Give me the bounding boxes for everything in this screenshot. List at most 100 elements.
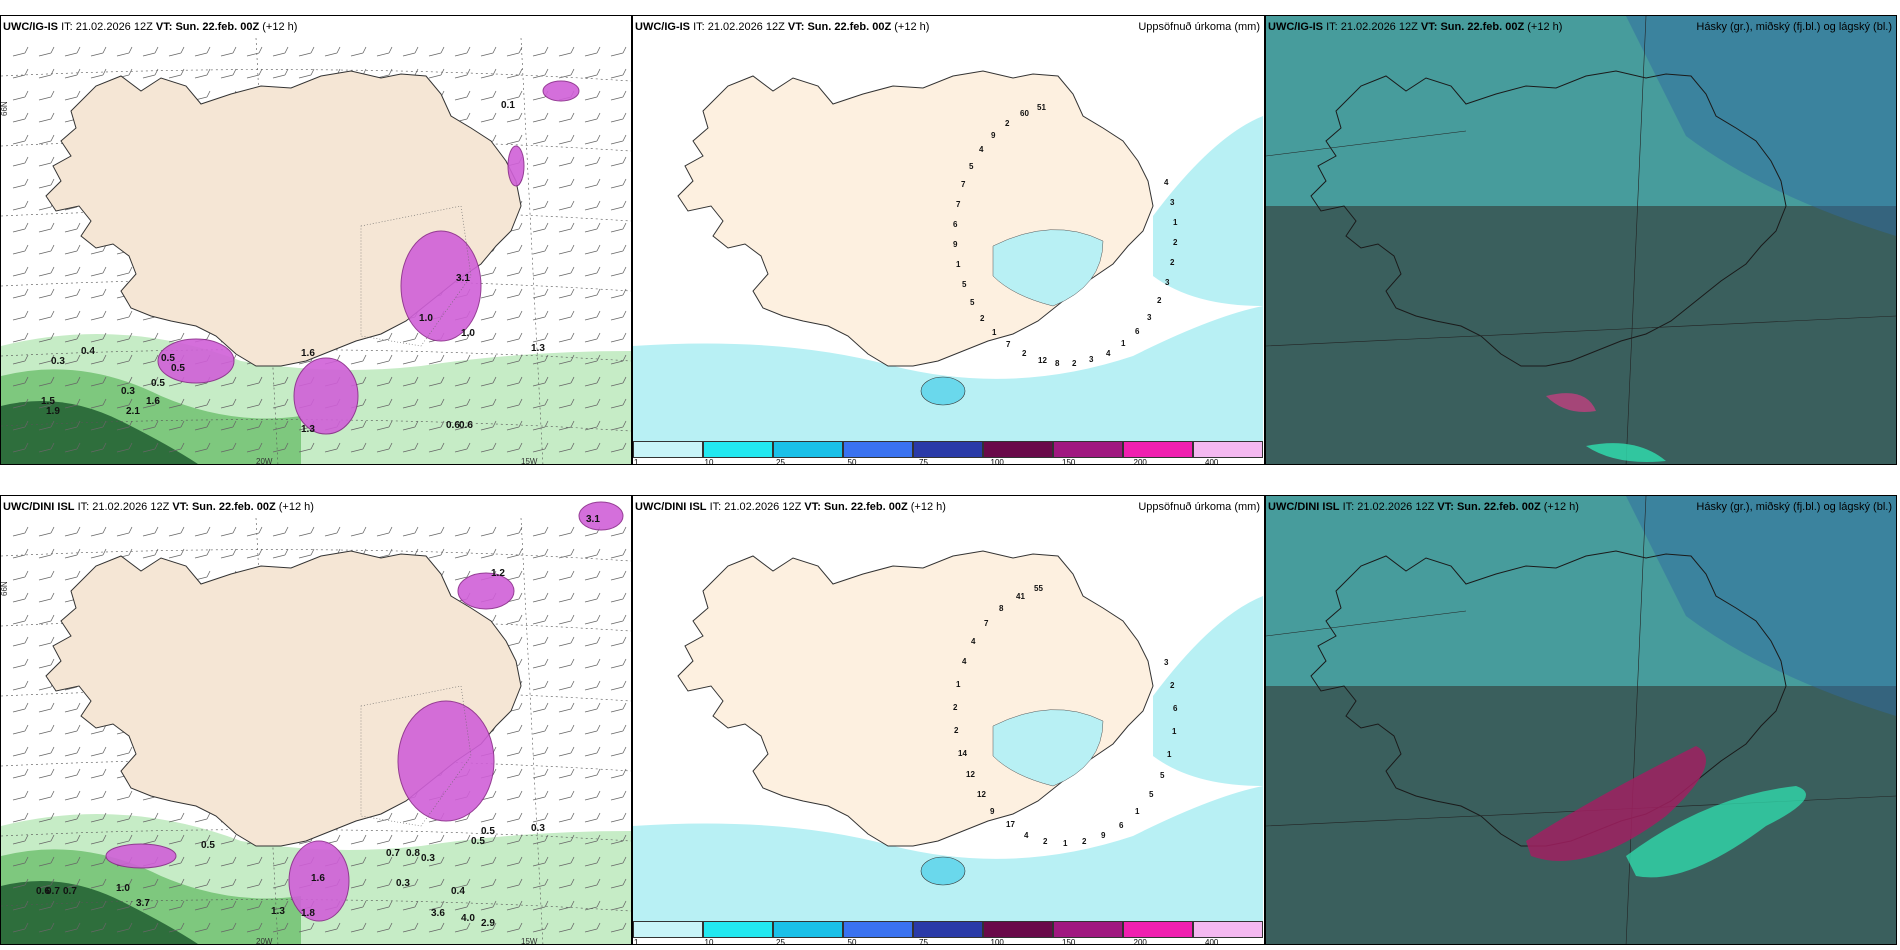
wind-barb (142, 46, 159, 57)
precip-value-label: 4 (971, 637, 976, 646)
wind-barb (506, 288, 523, 299)
wind-barb (194, 548, 211, 559)
snow-area (507, 145, 525, 187)
wind-barb (350, 354, 367, 365)
wind-barb (38, 178, 55, 189)
lead-time: (+12 h) (262, 21, 298, 33)
wind-barb (558, 724, 575, 735)
precip-value-label: 8 (1055, 359, 1060, 368)
colorbar-segment (1193, 441, 1263, 458)
precip-value-label: 51 (1037, 103, 1046, 112)
wind-precip-map-dini[interactable]: UWC/DINI ISL IT: 21.02.2026 12Z VT: Sun.… (0, 495, 632, 945)
wind-precip-map-ig-is[interactable]: UWC/IG-IS IT: 21.02.2026 12Z VT: Sun. 22… (0, 15, 632, 465)
wind-barb (532, 746, 549, 757)
wind-barb (194, 46, 211, 57)
mixed-precip-hatch (360, 685, 472, 827)
wind-map-canvas: 0.30.40.50.50.51.51.9 2.11.61.63.11.00.6 0… (1, 16, 631, 465)
precip-value-label: 2 (1173, 238, 1178, 247)
wind-barb (454, 398, 471, 409)
wind-barb (350, 46, 367, 57)
longitude-label: 15W (521, 457, 538, 465)
cloud-cover-map-dini[interactable]: UWC/DINI ISL IT: 21.02.2026 12Z VT: Sun.… (1265, 495, 1897, 945)
wind-barb (610, 244, 627, 255)
precip-value-label: 7 (1006, 340, 1011, 349)
snow-area (578, 501, 624, 531)
convective-cloud (1626, 786, 1806, 878)
wind-barb (142, 332, 159, 343)
wind-barb (558, 900, 575, 911)
wind-barb (64, 222, 81, 233)
mixed-precip-hatch (360, 205, 472, 347)
valid-time: VT: Sun. 22.feb. 00Z (172, 501, 276, 513)
wind-barb (532, 442, 549, 453)
wind-barb (64, 548, 81, 559)
wind-barb (532, 266, 549, 277)
accumulated-precip-map-dini[interactable]: UWC/DINI ISL IT: 21.02.2026 12Z VT: Sun.… (632, 495, 1265, 945)
wind-barb (532, 900, 549, 911)
wind-barb (376, 398, 393, 409)
precip-value-label: 2 (1157, 296, 1162, 305)
wind-barb (584, 332, 601, 343)
wind-barb (376, 856, 393, 867)
wind-barb (558, 156, 575, 167)
wind-barb (64, 398, 81, 409)
wind-barb (480, 442, 497, 453)
wind-barb (272, 878, 289, 889)
wind-barb (532, 376, 549, 387)
precip-value-label: 3 (1170, 198, 1175, 207)
wind-barb (12, 420, 29, 431)
wind-barb (610, 570, 627, 581)
snow-area (457, 572, 515, 610)
wind-barb (610, 222, 627, 233)
wind-barb (220, 398, 237, 409)
wind-barb (64, 922, 81, 933)
wind-barb (168, 548, 185, 559)
wind-barb (64, 332, 81, 343)
model-name: UWC/IG-IS (3, 21, 58, 33)
wind-barb (168, 420, 185, 431)
wind-barb (90, 46, 107, 57)
wind-barb (220, 46, 237, 57)
wind-barb (142, 526, 159, 537)
wind-barb (168, 922, 185, 933)
colorbar-segment (983, 921, 1053, 938)
wind-barb (558, 178, 575, 189)
panel-header: UWC/IG-IS IT: 21.02.2026 12Z VT: Sun. 22… (3, 21, 298, 33)
wind-barb (38, 68, 55, 79)
init-time: 21.02.2026 12Z (75, 21, 153, 33)
wind-barb (532, 724, 549, 735)
cloud-cover-map-ig-is[interactable]: UWC/IG-IS IT: 21.02.2026 12Z VT: Sun. 22… (1265, 15, 1897, 465)
accumulated-precip-map-ig-is[interactable]: UWC/IG-IS IT: 21.02.2026 12Z VT: Sun. 22… (632, 15, 1265, 465)
wind-barb (402, 332, 419, 343)
wind-barb (64, 702, 81, 713)
wind-barb (584, 636, 601, 647)
wind-barb (584, 90, 601, 101)
wind-barb (298, 442, 315, 453)
wind-barb (142, 812, 159, 823)
precip-value-label: 0.6 (36, 886, 50, 897)
wind-barb (38, 922, 55, 933)
wind-barb (454, 354, 471, 365)
precip-value-label: 0.5 (171, 363, 185, 374)
colorbar-segment (633, 921, 703, 938)
wind-barb (506, 442, 523, 453)
colorbar-tick: 75 (919, 938, 928, 945)
wind-barb (610, 680, 627, 691)
wind-barb (116, 266, 133, 277)
precip-value-label: 0.3 (121, 386, 135, 397)
precip-value-label: 1.6 (146, 396, 160, 407)
wind-barb (272, 548, 289, 559)
precip-value-label: 2 (1082, 837, 1087, 846)
wind-barb (246, 376, 263, 387)
wind-barb (168, 46, 185, 57)
wind-barb (402, 834, 419, 845)
wind-barb (376, 812, 393, 823)
wind-barb (168, 526, 185, 537)
colorbar-segment (1053, 441, 1123, 458)
colorbar-segment (633, 441, 703, 458)
wind-barb (298, 526, 315, 537)
wind-barb (402, 46, 419, 57)
wind-barb (116, 332, 133, 343)
wind-barb (64, 570, 81, 581)
